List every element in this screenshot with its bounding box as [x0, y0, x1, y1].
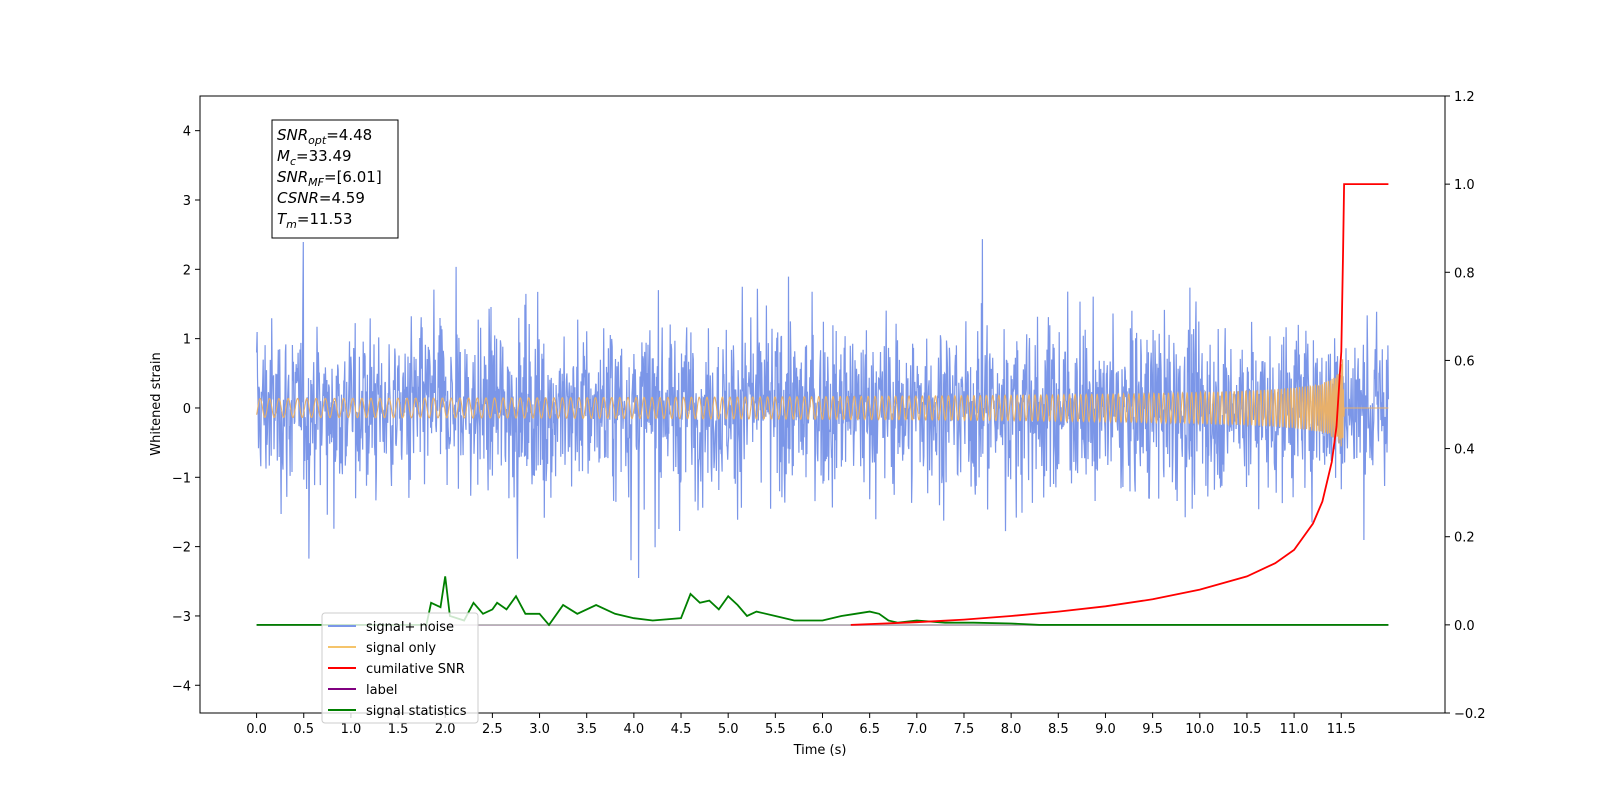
- x-tick-label: 8.0: [1001, 722, 1022, 737]
- x-tick-label: 0.0: [246, 722, 267, 737]
- y-tick-label: 2: [183, 263, 191, 278]
- x-tick-label: 5.0: [718, 722, 739, 737]
- y-tick-label: −2: [172, 541, 191, 556]
- annotation-line: SNRopt=4.48: [277, 126, 372, 147]
- x-tick-label: 8.5: [1048, 722, 1069, 737]
- annotation-line: SNRMF=[6.01]: [277, 168, 382, 189]
- x-axis: 0.0 0.5 1.0 1.5 2.0 2.5 3.0 3.5 4.0 4.5 5.0 5.5 6.0 6…: [246, 713, 1356, 737]
- x-tick-label: 6.0: [812, 722, 833, 737]
- y2-tick-label: −0.2: [1454, 707, 1486, 722]
- y2-tick-label: 0.2: [1454, 531, 1475, 546]
- annotation-line: Tm=11.53: [277, 210, 352, 231]
- x-tick-label: 10.5: [1232, 722, 1261, 737]
- x-tick-label: 9.5: [1142, 722, 1163, 737]
- x-tick-label: 6.5: [859, 722, 880, 737]
- x-tick-label: 2.0: [435, 722, 456, 737]
- line-signal-noise: [256, 239, 1389, 579]
- x-tick-label: 3.5: [576, 722, 597, 737]
- x-tick-label: 11.5: [1327, 722, 1356, 737]
- annotation-line: Mc=33.49: [277, 147, 352, 168]
- y-tick-label: 3: [183, 194, 191, 209]
- y2-tick-label: 0.8: [1454, 266, 1475, 281]
- legend-label: signal+ noise: [366, 620, 454, 635]
- y-axis-right: −0.2 0.0 0.2 0.4 0.6 0.8 1.0 1.2: [1445, 90, 1486, 722]
- y-tick-label: −3: [172, 610, 191, 625]
- x-tick-label: 3.0: [529, 722, 550, 737]
- legend-label: signal only: [366, 641, 436, 656]
- y2-tick-label: 0.4: [1454, 443, 1475, 458]
- line-signal-statistics: [256, 576, 1389, 627]
- x-tick-label: 0.5: [293, 722, 314, 737]
- y2-tick-label: 1.0: [1454, 178, 1475, 193]
- x-tick-label: 1.0: [341, 722, 362, 737]
- line-cumilative-snr: [850, 183, 1389, 626]
- annotation-line: CSNR=4.59: [277, 189, 365, 207]
- x-tick-label: 5.5: [765, 722, 786, 737]
- y-axis-label: Whitened strain: [149, 352, 164, 455]
- y-tick-label: 0: [183, 402, 191, 417]
- x-tick-label: 4.5: [671, 722, 692, 737]
- y2-tick-label: 0.0: [1454, 619, 1475, 634]
- series-signal-only: [256, 359, 1389, 447]
- legend-label: signal statistics: [366, 704, 467, 719]
- x-tick-label: 2.5: [482, 722, 503, 737]
- legend-label: label: [366, 683, 397, 698]
- x-tick-label: 9.0: [1095, 722, 1116, 737]
- x-axis-label: Time (s): [793, 743, 847, 758]
- metrics-annotation: SNRopt=4.48Mc=33.49SNRMF=[6.01]CSNR=4.59…: [271, 119, 399, 239]
- x-tick-label: 10.0: [1185, 722, 1214, 737]
- y-tick-label: 1: [183, 333, 191, 348]
- y-tick-label: 4: [183, 125, 191, 140]
- annotation-box: [271, 119, 399, 239]
- y-tick-label: −1: [172, 471, 191, 486]
- x-tick-label: 11.0: [1280, 722, 1309, 737]
- line-signal-only: [256, 359, 1389, 447]
- y2-tick-label: 1.2: [1454, 90, 1475, 105]
- x-tick-label: 1.5: [388, 722, 409, 737]
- series-signal-noise: [256, 239, 1389, 579]
- x-tick-label: 7.5: [954, 722, 975, 737]
- legend: signal+ noise signal only cumilative SNR la…: [321, 612, 479, 724]
- y-tick-label: −4: [172, 679, 191, 694]
- legend-label: cumilative SNR: [366, 662, 465, 677]
- x-tick-label: 7.0: [906, 722, 927, 737]
- y2-tick-label: 0.6: [1454, 354, 1475, 369]
- legend-box: [321, 612, 479, 724]
- x-tick-label: 4.0: [624, 722, 645, 737]
- y-axis-left: −4 −3 −2 −1 0 1 2 3 4: [172, 125, 200, 694]
